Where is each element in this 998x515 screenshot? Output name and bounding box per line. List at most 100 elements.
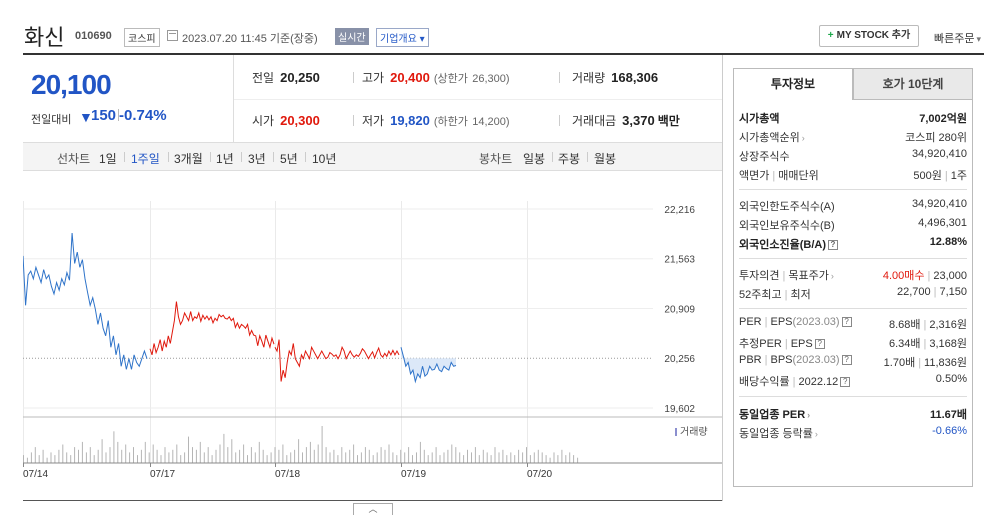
row-label: 시가총액 — [739, 113, 780, 125]
company-info-dropdown[interactable]: 기업개요 ▾ — [376, 28, 429, 47]
period-3y[interactable]: 3년 — [248, 152, 266, 166]
chevron-right-icon: › — [801, 133, 805, 143]
volume-bar — [416, 452, 417, 463]
period-10y[interactable]: 10년 — [312, 152, 337, 166]
row-value: 1.70배 | 11,836원 — [884, 354, 967, 370]
row-value: 11.67배 — [929, 409, 967, 421]
open-label: 시가 — [252, 114, 275, 128]
row-value: 34,920,410 — [911, 148, 967, 160]
volume-bar — [317, 444, 319, 463]
period-1d[interactable]: 1일 — [99, 152, 117, 166]
quote-datetime: 2023.07.20 11:45 기준(장중) — [182, 33, 318, 45]
volume-bar — [529, 455, 531, 463]
row-value: 7,002억원 — [919, 113, 967, 125]
face-value: 500원 — [913, 170, 942, 182]
divider — [739, 396, 967, 397]
volume: 거래량 168,306 — [572, 69, 658, 86]
volume-bar — [498, 452, 500, 463]
open-price: 시가 20,300 — [252, 112, 320, 129]
volume-bar — [490, 455, 492, 463]
volume-bar — [522, 452, 524, 463]
volume-bar — [329, 452, 331, 463]
row-label-text: 투자의견 — [739, 270, 780, 282]
row-label: 52주최고 | 최저 — [739, 286, 811, 302]
y-tick-label: 20,909 — [664, 305, 695, 316]
volume-bar — [203, 452, 205, 463]
candle-weekly[interactable]: 주봉 — [558, 152, 581, 166]
volume-bar — [164, 447, 166, 463]
volume-bar — [266, 455, 268, 463]
help-icon[interactable]: ? — [840, 377, 851, 387]
row-face-value: 액면가 | 매매단위 500원 | 1주 — [739, 167, 967, 184]
volume-bar — [101, 439, 103, 463]
divider — [739, 189, 967, 190]
tab-order-book[interactable]: 호가 10단계 — [853, 68, 973, 100]
low-price: 저가 19,820 (하한가 14,200) — [362, 112, 510, 129]
quick-order-dropdown[interactable]: 빠른주문 — [934, 30, 981, 46]
divider: | — [784, 289, 788, 301]
help-icon[interactable]: ? — [841, 317, 852, 327]
volume-bar — [199, 441, 201, 463]
chevron-right-icon: › — [814, 429, 818, 439]
volume-bar — [66, 452, 68, 463]
volume-bar — [227, 447, 229, 463]
row-value: 4.00매수 | 23,000 — [883, 267, 967, 283]
help-icon[interactable]: ? — [828, 240, 838, 250]
volume-bar — [38, 455, 40, 463]
period-5y[interactable]: 5년 — [280, 152, 298, 166]
candle-monthly[interactable]: 월봉 — [594, 152, 617, 166]
amount-value: 3,370 — [622, 113, 655, 128]
divider — [353, 72, 354, 83]
row-label: PER | EPS(2023.03)? — [739, 316, 852, 328]
row-value: 34,920,410 — [911, 198, 967, 210]
plus-icon: + — [827, 30, 834, 41]
volume-bar — [431, 452, 433, 463]
volume-bar — [235, 452, 237, 463]
y-tick-label: 21,563 — [664, 255, 695, 266]
row-label-text: 목표주가 — [788, 270, 829, 282]
help-icon[interactable]: ? — [841, 355, 852, 365]
divider — [168, 152, 169, 162]
volume-bar — [305, 447, 307, 463]
volume-bar — [219, 444, 221, 463]
realtime-badge[interactable]: 실시간 — [335, 28, 369, 45]
period-1y[interactable]: 1년 — [216, 152, 234, 166]
chart-collapse-button[interactable]: ︿ — [353, 503, 393, 515]
row-label: 투자의견 | 목표주가 › — [739, 267, 834, 283]
change-label: 전일대비 — [31, 114, 72, 126]
row-listed-shares: 상장주식수 34,920,410 — [739, 148, 967, 165]
volume-bar — [357, 455, 358, 463]
price-chart-svg: 22,216 21,563 20,909 20,256 19,602 거래량 07/14 07… — [23, 201, 723, 480]
row-label: 외국인보유주식수(B) — [739, 220, 835, 232]
volume-bar — [254, 452, 256, 463]
volume-bar — [137, 455, 138, 463]
open-value: 20,300 — [280, 113, 320, 128]
volume-bar — [125, 444, 127, 463]
candle-daily[interactable]: 일봉 — [523, 152, 546, 166]
high-52w-value: 22,700 — [896, 286, 931, 298]
series-area — [401, 347, 456, 382]
volume-bar — [341, 447, 343, 463]
divider — [552, 152, 553, 162]
quote-summary: 20,100 전일대비 ▼ 150 -0.74% 전일 20,250 고가 20,4… — [23, 55, 723, 143]
row-market-cap-rank[interactable]: 시가총액순위 › 코스피 280위 — [739, 129, 967, 146]
volume-bar — [423, 449, 425, 463]
add-mystock-button[interactable]: + MY STOCK 추가 — [819, 25, 919, 47]
price-chart[interactable]: 22,216 21,563 20,909 20,256 19,602 거래량 07/14 07… — [23, 171, 723, 501]
period-3m[interactable]: 3개월 — [174, 152, 203, 166]
divider — [559, 72, 560, 83]
volume-bar — [243, 444, 245, 463]
volume-bar — [195, 449, 197, 463]
help-icon[interactable]: ? — [814, 339, 825, 349]
volume-bar — [294, 449, 296, 463]
tab-investment-info[interactable]: 투자정보 — [733, 68, 853, 100]
period-1w[interactable]: 1주일 — [131, 152, 160, 166]
volume-bar — [419, 441, 421, 463]
volume-bar — [117, 441, 119, 463]
add-mystock-label: MY STOCK 추가 — [836, 30, 911, 41]
volume-bar — [30, 452, 32, 463]
volume-bar — [439, 455, 441, 463]
est-per-value: 6.34배 — [888, 338, 921, 350]
line-chart-label: 선차트 — [57, 152, 91, 166]
divider: | — [782, 270, 786, 282]
